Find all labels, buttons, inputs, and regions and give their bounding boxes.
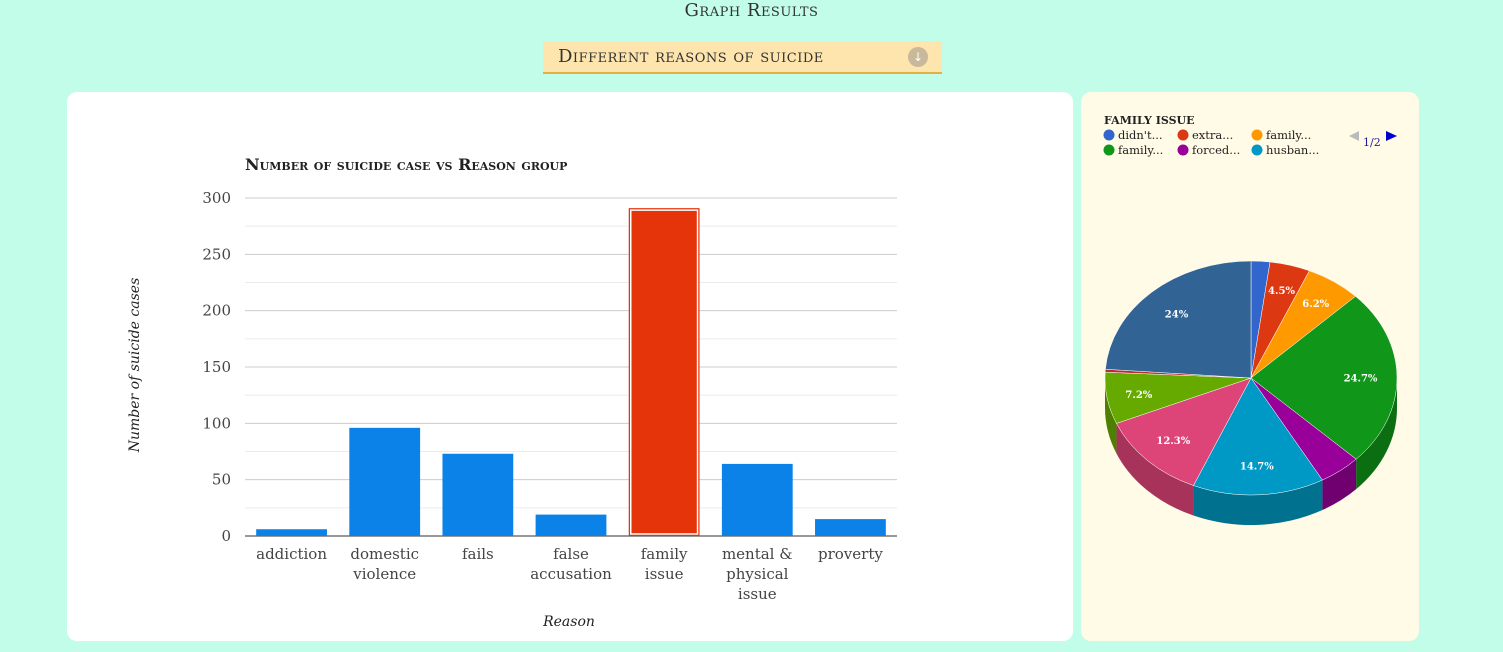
y-tick-label: 300 bbox=[202, 189, 231, 207]
pie-slice-label: 14.7% bbox=[1240, 462, 1274, 473]
bar[interactable] bbox=[721, 463, 793, 536]
legend-label: didn't... bbox=[1118, 128, 1163, 142]
legend-item[interactable]: extra... bbox=[1177, 128, 1234, 142]
pie-slice-side bbox=[1356, 378, 1397, 490]
y-tick-label: 50 bbox=[212, 471, 231, 489]
legend-label: family... bbox=[1118, 143, 1163, 157]
x-tick-label: false bbox=[553, 545, 589, 563]
bar-rect bbox=[349, 427, 421, 536]
pie-slice-label: 24.7% bbox=[1344, 374, 1378, 385]
legend-swatch bbox=[1103, 144, 1115, 156]
legend-label: family... bbox=[1266, 128, 1311, 142]
y-tick-label: 100 bbox=[202, 414, 231, 432]
pie-slice-side bbox=[1322, 459, 1357, 511]
pie-slice-label: 6.2% bbox=[1302, 299, 1329, 310]
reason-dropdown[interactable]: Different reasons of suicide ↓ bbox=[543, 41, 942, 74]
pie-slice[interactable] bbox=[1105, 260, 1252, 379]
bar[interactable] bbox=[442, 453, 514, 536]
legend-label: extra... bbox=[1192, 128, 1233, 142]
legend-item[interactable]: family... bbox=[1251, 128, 1312, 142]
legend-swatch bbox=[1177, 129, 1189, 141]
pie-slice-label: 7.2% bbox=[1125, 390, 1152, 401]
legend-item[interactable]: family... bbox=[1103, 143, 1164, 157]
y-tick-label: 250 bbox=[202, 245, 231, 263]
legend-swatch bbox=[1251, 129, 1263, 141]
legend-label: forced... bbox=[1192, 143, 1240, 157]
bar-chart-card: 0 50 100 150 200 250 300 Number of suicide case… bbox=[67, 92, 1073, 641]
pie-slice[interactable] bbox=[1193, 377, 1323, 496]
x-axis-label: Reason bbox=[542, 614, 595, 630]
bar-rect bbox=[256, 529, 327, 536]
pie-slice-side bbox=[1116, 423, 1194, 516]
bar[interactable] bbox=[535, 514, 607, 536]
x-tick-label: domestic bbox=[350, 545, 419, 563]
bar[interactable] bbox=[349, 427, 421, 536]
bar-rect bbox=[815, 519, 886, 536]
pie-side-walls bbox=[1105, 378, 1397, 526]
bar-highlight-outline bbox=[629, 209, 699, 535]
x-tick-label: physical bbox=[726, 565, 789, 583]
x-tick-label: proverty bbox=[818, 545, 883, 563]
chevron-down-icon: ↓ bbox=[908, 47, 928, 67]
pie-title: FAMILY ISSUE bbox=[1104, 114, 1195, 127]
x-tick-label: violence bbox=[352, 565, 416, 583]
x-tick-label: mental & bbox=[722, 545, 793, 563]
bar[interactable] bbox=[628, 208, 700, 536]
chart-title: Number of suicide case vs Reason group bbox=[245, 155, 567, 174]
x-tick-label: addiction bbox=[256, 545, 327, 563]
x-tick-label: family bbox=[641, 545, 688, 563]
legend-next-icon[interactable] bbox=[1386, 131, 1397, 141]
legend-prev-icon[interactable] bbox=[1349, 131, 1359, 141]
bar-rect bbox=[442, 453, 514, 536]
x-tick-label: issue bbox=[738, 585, 777, 603]
y-axis-label: Number of suicide cases bbox=[127, 278, 143, 454]
page-title: Graph Results bbox=[684, 0, 819, 21]
x-tick-label: fails bbox=[462, 545, 494, 563]
legend-swatch bbox=[1251, 144, 1263, 156]
legend-item[interactable]: didn't... bbox=[1103, 128, 1163, 142]
legend-label: husban... bbox=[1266, 143, 1319, 157]
pie-slice[interactable] bbox=[1250, 295, 1398, 460]
legend-swatch bbox=[1177, 144, 1189, 156]
x-tick-label: accusation bbox=[530, 565, 612, 583]
bar[interactable] bbox=[256, 529, 327, 536]
pie-chart-card: FAMILY ISSUE didn't... extra... family... fa… bbox=[1081, 92, 1419, 641]
legend-item[interactable]: forced... bbox=[1177, 143, 1241, 157]
bar-rect bbox=[535, 514, 607, 536]
x-tick-label: issue bbox=[645, 565, 684, 583]
legend-item[interactable]: husban... bbox=[1251, 143, 1320, 157]
bar-rect bbox=[721, 463, 793, 536]
y-tick-label: 150 bbox=[202, 358, 231, 376]
bar[interactable] bbox=[815, 519, 886, 536]
legend-swatch bbox=[1103, 129, 1115, 141]
bar-rect bbox=[628, 208, 700, 536]
dropdown-selected-label: Different reasons of suicide bbox=[558, 46, 824, 67]
pie-slice-label: 24% bbox=[1165, 310, 1189, 321]
legend-page-indicator: 1/2 bbox=[1363, 136, 1381, 149]
y-tick-label: 200 bbox=[202, 302, 231, 320]
pie-slice-side bbox=[1105, 378, 1117, 454]
pie-slice-label: 12.3% bbox=[1156, 436, 1190, 447]
pie-slice[interactable] bbox=[1116, 377, 1252, 486]
pie-slice-label: 4.5% bbox=[1268, 286, 1295, 297]
bar-chart: 0 50 100 150 200 250 300 Number of suicide case… bbox=[127, 155, 897, 630]
y-tick-label: 0 bbox=[221, 527, 231, 545]
pie-slice-side bbox=[1193, 480, 1323, 526]
